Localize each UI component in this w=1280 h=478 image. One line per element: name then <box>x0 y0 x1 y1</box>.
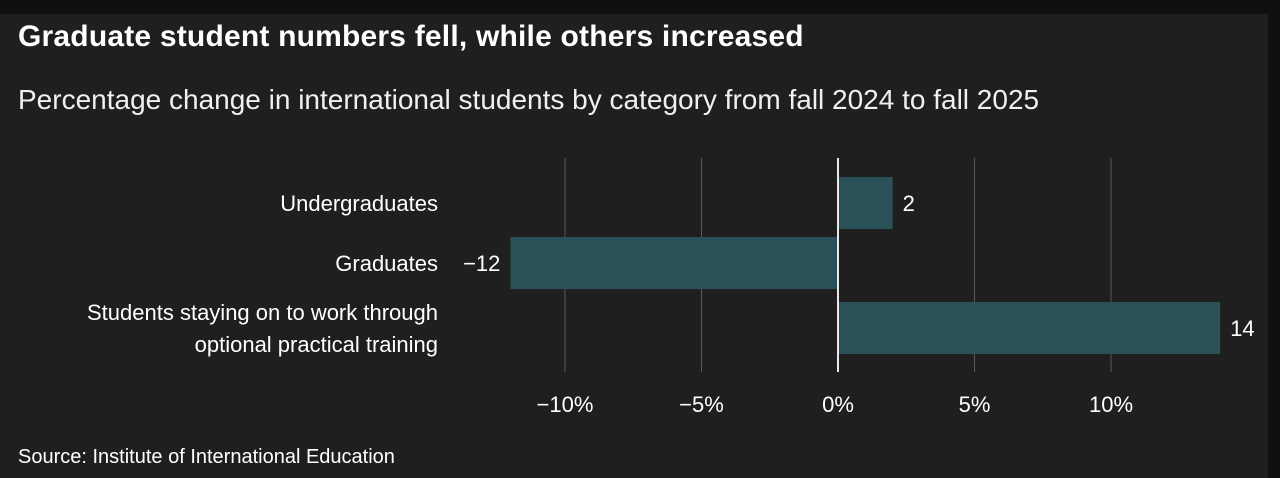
category-labels: Undergraduates Graduates Students staying … <box>87 191 438 357</box>
category-label: Students staying on to work through optio… <box>87 300 438 357</box>
bars <box>510 177 1221 354</box>
category-label: Undergraduates <box>280 191 438 216</box>
x-tick-label: −5% <box>679 392 724 417</box>
bar <box>838 302 1221 354</box>
chart-subtitle: Percentage change in international stude… <box>18 84 1040 115</box>
x-tick-label: 0% <box>822 392 854 417</box>
bar <box>838 177 893 229</box>
bar-value-label: 2 <box>903 191 915 216</box>
chart-title: Graduate student numbers fell, while oth… <box>18 20 804 53</box>
x-tick-label: 10% <box>1089 392 1133 417</box>
category-label: Graduates <box>335 251 438 276</box>
bar <box>510 237 838 289</box>
x-axis-tick-labels: −10% −5% 0% 5% 10% <box>537 392 1133 417</box>
bar-value-label: 14 <box>1230 316 1254 341</box>
x-tick-label: −10% <box>537 392 594 417</box>
x-tick-label: 5% <box>959 392 991 417</box>
bar-value-label: −12 <box>463 251 500 276</box>
source-note: Source: Institute of International Educa… <box>18 446 395 468</box>
value-labels: 2 −12 14 <box>463 191 1255 341</box>
